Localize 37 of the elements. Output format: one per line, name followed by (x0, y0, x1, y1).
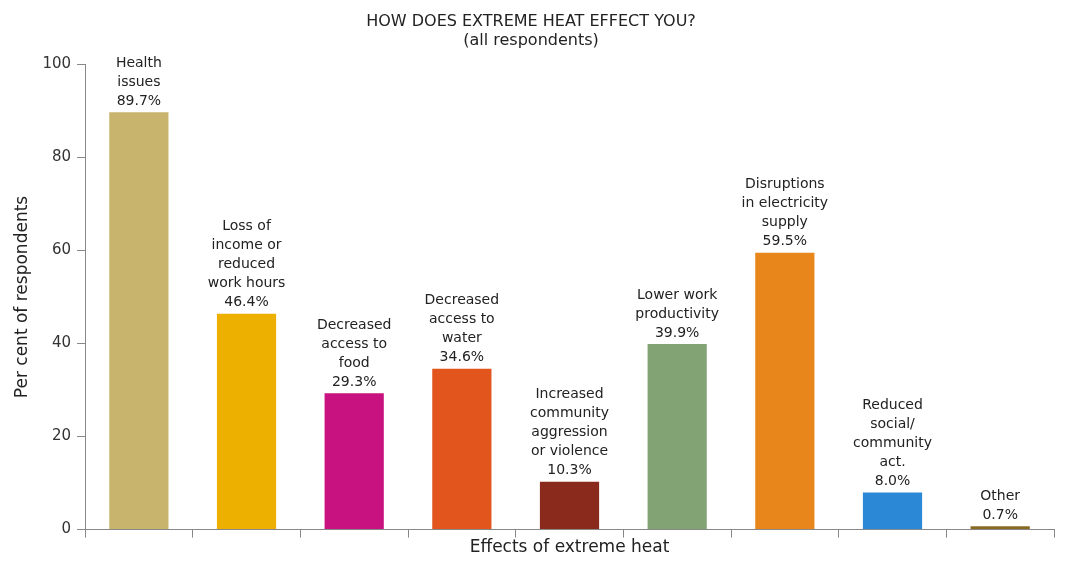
data-label: 8.0% (874, 472, 911, 489)
data-label: 39.9% (654, 323, 700, 340)
data-label: 46.4% (224, 293, 269, 310)
data-label: 59.5% (762, 232, 808, 249)
data-label: 34.6% (439, 348, 485, 365)
y-tick-label: 40 (51, 333, 72, 352)
data-label: 10.3% (547, 461, 592, 478)
data-label: 0.7% (982, 505, 1018, 522)
chart-title: HOW DOES EXTREME HEAT EFFECT YOU? (366, 10, 696, 30)
data-label: 89.7% (116, 91, 162, 108)
bar (539, 481, 600, 530)
bar (862, 492, 923, 530)
y-tick-label: 60 (51, 240, 72, 259)
y-tick-label: 20 (51, 426, 72, 445)
y-tick-label: 0 (61, 519, 72, 538)
chart-subtitle: (all respondents) (463, 29, 599, 49)
bar (755, 252, 815, 530)
x-tick-label: Lower work productivity (635, 285, 720, 321)
y-axis-title: Per cent of respondents (10, 195, 31, 399)
bar (647, 343, 707, 530)
x-tick-label: Other (980, 486, 1021, 503)
x-tick-label: Increased community aggression or violence (530, 385, 609, 459)
x-tick-label: Loss of income or reduced work hours (207, 217, 286, 291)
bar (970, 526, 1030, 530)
y-tick-label: 100 (42, 54, 72, 73)
x-axis-title: Effects of extreme heat (469, 536, 670, 557)
bar (216, 313, 277, 530)
x-tick-label: Disruptions in electricity supply (741, 175, 829, 230)
x-tick-label: Decreased access to water (424, 291, 500, 346)
bar (324, 393, 384, 530)
x-tick-label: Health issues (115, 53, 162, 89)
bar (432, 368, 492, 530)
bar (109, 112, 169, 530)
x-tick-label: Decreased access to food (316, 315, 392, 370)
x-tick-label: Reduced social/ community act. (853, 396, 932, 470)
y-tick-label: 80 (51, 147, 72, 166)
data-label: 29.3% (331, 372, 377, 389)
